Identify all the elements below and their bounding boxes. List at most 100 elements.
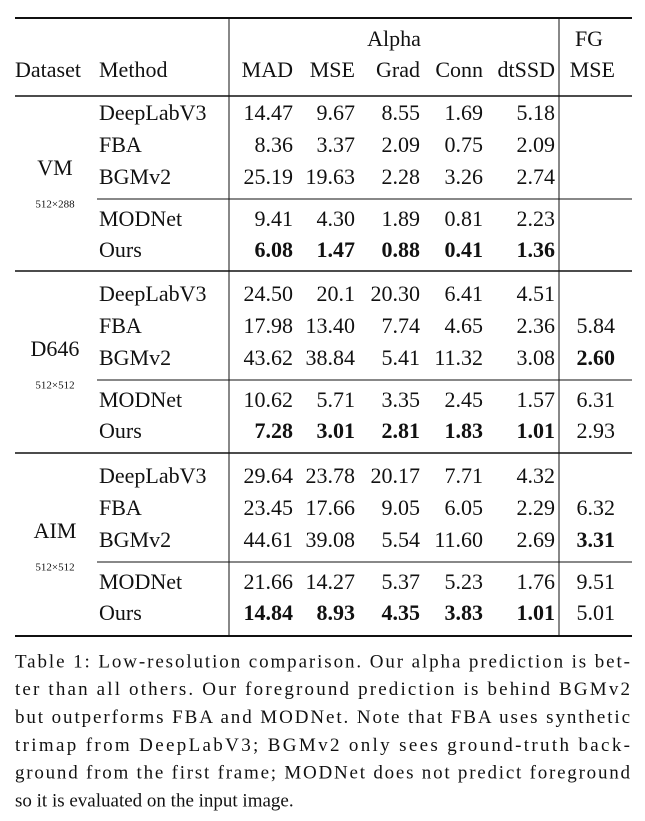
cell-value: 1.01 <box>517 600 556 625</box>
method-name: DeepLabV3 <box>99 100 207 125</box>
column-header: Dataset <box>15 57 81 82</box>
cell-value: 11.60 <box>434 527 483 552</box>
cell-value: 9.51 <box>577 569 616 594</box>
column-header: MAD <box>242 57 293 82</box>
method-name: BGMv2 <box>99 527 171 552</box>
cell-value: 20.17 <box>371 463 421 488</box>
cell-value: 5.54 <box>382 527 421 552</box>
dataset-resolution: 512×512 <box>35 380 74 392</box>
cell-value: 8.93 <box>317 600 356 625</box>
caption-line: Table 1: Low-resolution comparison. Our … <box>15 651 630 672</box>
method-name: MODNet <box>99 387 182 412</box>
cell-value: 3.01 <box>317 418 356 443</box>
method-name: DeepLabV3 <box>99 463 207 488</box>
cell-value: 7.28 <box>255 418 294 443</box>
header-group: FG <box>575 26 603 51</box>
method-name: FBA <box>99 495 142 520</box>
cell-value: 5.41 <box>382 345 421 370</box>
cell-value: 4.32 <box>517 463 556 488</box>
column-header: Conn <box>435 57 483 82</box>
cell-value: 11.32 <box>434 345 483 370</box>
cell-value: 2.81 <box>382 418 421 443</box>
cell-value: 3.26 <box>445 164 484 189</box>
column-header: Method <box>99 57 167 82</box>
cell-value: 14.84 <box>244 600 294 625</box>
cell-value: 8.36 <box>255 132 294 157</box>
caption-line: ground from the first frame; MODNet does… <box>15 763 631 784</box>
column-header: MSE <box>570 57 615 82</box>
cell-value: 1.76 <box>517 569 556 594</box>
cell-value: 4.30 <box>317 206 356 231</box>
cell-value: 14.47 <box>244 100 294 125</box>
cell-value: 1.47 <box>317 237 356 262</box>
cell-value: 17.66 <box>306 495 356 520</box>
cell-value: 29.64 <box>244 463 294 488</box>
cell-value: 5.37 <box>382 569 421 594</box>
cell-value: 2.45 <box>445 387 484 412</box>
cell-value: 2.09 <box>517 132 556 157</box>
cell-value: 3.83 <box>445 600 484 625</box>
method-name: MODNet <box>99 206 182 231</box>
cell-value: 25.19 <box>244 164 294 189</box>
method-name: MODNet <box>99 569 182 594</box>
cell-value: 6.32 <box>577 495 616 520</box>
column-header: MSE <box>310 57 355 82</box>
cell-value: 4.35 <box>382 600 421 625</box>
cell-value: 2.60 <box>577 345 616 370</box>
cell-value: 20.30 <box>371 281 421 306</box>
cell-value: 38.84 <box>306 345 356 370</box>
cell-value: 6.31 <box>577 387 616 412</box>
cell-value: 1.83 <box>445 418 484 443</box>
caption-line: trimap from DeepLabV3; BGMv2 only sees g… <box>15 735 630 756</box>
cell-value: 9.05 <box>382 495 421 520</box>
cell-value: 0.81 <box>445 206 484 231</box>
method-name: Ours <box>99 237 142 262</box>
cell-value: 1.69 <box>445 100 484 125</box>
cell-value: 3.08 <box>517 345 556 370</box>
cell-value: 9.67 <box>317 100 356 125</box>
cell-value: 6.05 <box>445 495 484 520</box>
cell-value: 3.31 <box>577 527 616 552</box>
cell-value: 39.08 <box>306 527 356 552</box>
cell-value: 0.88 <box>382 237 421 262</box>
column-header: dtSSD <box>498 57 555 82</box>
cell-value: 1.89 <box>382 206 421 231</box>
cell-value: 43.62 <box>244 345 294 370</box>
cell-value: 1.36 <box>517 237 556 262</box>
caption-line: so it is evaluated on the input image. <box>15 790 294 811</box>
cell-value: 2.74 <box>517 164 556 189</box>
cell-value: 5.23 <box>445 569 484 594</box>
dataset-name: VM <box>37 155 72 180</box>
cell-value: 2.09 <box>382 132 421 157</box>
cell-value: 5.71 <box>317 387 356 412</box>
dataset-name: D646 <box>31 336 80 361</box>
cell-value: 6.41 <box>445 281 484 306</box>
cell-value: 2.29 <box>517 495 556 520</box>
dataset-name: AIM <box>34 518 77 543</box>
cell-value: 9.41 <box>255 206 294 231</box>
cell-value: 23.45 <box>244 495 294 520</box>
cell-value: 24.50 <box>244 281 294 306</box>
method-name: BGMv2 <box>99 164 171 189</box>
cell-value: 7.74 <box>382 313 421 338</box>
cell-value: 6.08 <box>255 237 294 262</box>
cell-value: 20.1 <box>317 281 356 306</box>
cell-value: 2.28 <box>382 164 421 189</box>
cell-value: 4.51 <box>517 281 556 306</box>
caption-line: ter than all others. Our foreground pred… <box>15 679 630 700</box>
cell-value: 2.69 <box>517 527 556 552</box>
cell-value: 2.36 <box>517 313 556 338</box>
cell-value: 21.66 <box>244 569 294 594</box>
column-header: Grad <box>376 57 420 82</box>
cell-value: 0.41 <box>445 237 484 262</box>
caption-line: but outperforms FBA and MODNet. Note tha… <box>15 707 630 728</box>
cell-value: 8.55 <box>382 100 421 125</box>
cell-value: 4.65 <box>445 313 484 338</box>
cell-value: 3.37 <box>317 132 356 157</box>
cell-value: 3.35 <box>382 387 421 412</box>
cell-value: 17.98 <box>244 313 294 338</box>
cell-value: 0.75 <box>445 132 484 157</box>
method-name: Ours <box>99 418 142 443</box>
header-group: Alpha <box>367 26 421 51</box>
